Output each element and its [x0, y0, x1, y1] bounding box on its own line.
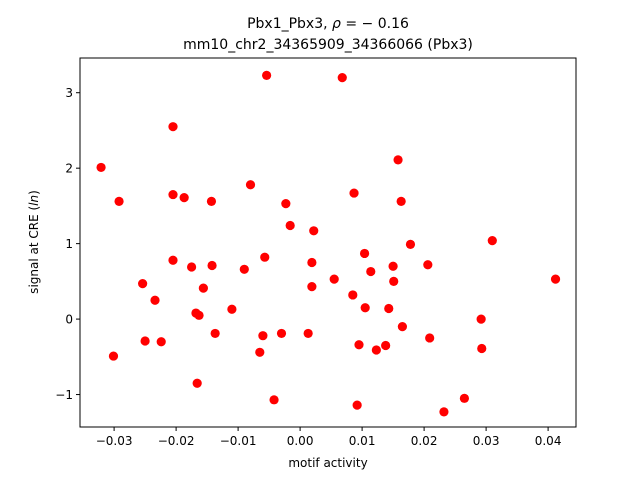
data-point-41 — [360, 303, 370, 313]
data-point-36 — [348, 290, 358, 300]
data-point-44 — [381, 340, 391, 351]
x-tick-label-5: 0.02 — [411, 434, 438, 448]
chart-title-prefix: Pbx1_Pbx3, — [247, 16, 332, 32]
data-point-56 — [476, 314, 486, 324]
axes-frame — [79, 57, 577, 428]
data-point-28 — [281, 199, 291, 209]
data-point-8 — [168, 189, 178, 200]
y-axis: −1 0 1 2 3 — [55, 86, 80, 402]
data-point-32 — [307, 257, 317, 268]
data-point-50 — [397, 322, 407, 332]
x-tick-label-3: 0.00 — [287, 434, 314, 448]
data-point-15 — [198, 283, 208, 293]
data-point-47 — [389, 276, 399, 286]
data-point-55 — [459, 393, 469, 403]
x-tick-label-4: 0.01 — [349, 434, 376, 448]
data-point-37 — [349, 188, 359, 198]
chart-title-rho-value: = − 0.16 — [341, 16, 409, 32]
data-point-29 — [285, 220, 295, 231]
data-point-14 — [194, 310, 204, 320]
data-point-49 — [396, 196, 406, 206]
data-point-42 — [366, 266, 376, 277]
data-point-51 — [405, 239, 416, 249]
data-point-25 — [262, 70, 272, 80]
data-point-30 — [303, 328, 313, 339]
data-point-52 — [423, 260, 433, 270]
data-point-5 — [150, 295, 160, 305]
data-point-23 — [258, 331, 268, 341]
x-tick-label-7: 0.04 — [535, 434, 562, 448]
y-tick-label-0: −1 — [55, 388, 73, 402]
data-points — [96, 70, 561, 417]
data-point-10 — [179, 193, 189, 203]
data-point-7 — [168, 122, 178, 132]
data-point-19 — [227, 304, 237, 314]
data-point-24 — [260, 252, 270, 262]
y-axis-label-suffix: ) — [27, 190, 41, 195]
chart-title-line1: Pbx1_Pbx3, ρ = − 0.16 — [247, 16, 409, 32]
data-point-4 — [140, 336, 150, 346]
data-point-38 — [352, 400, 362, 410]
x-tick-label-6: 0.03 — [473, 434, 500, 448]
chart-title-line2: mm10_chr2_34365909_34366066 (Pbx3) — [183, 37, 473, 53]
plot-area — [79, 57, 577, 428]
data-point-17 — [207, 260, 217, 271]
data-point-53 — [425, 333, 435, 343]
data-point-33 — [309, 226, 319, 236]
data-point-39 — [354, 340, 364, 350]
data-point-31 — [307, 282, 317, 292]
data-point-6 — [156, 337, 166, 347]
data-point-48 — [393, 155, 403, 165]
data-point-18 — [210, 328, 220, 339]
data-point-34 — [329, 274, 339, 284]
y-axis-label-italic: ln — [27, 195, 41, 206]
data-point-46 — [388, 261, 398, 271]
data-point-26 — [269, 395, 279, 405]
data-point-3 — [138, 279, 148, 289]
data-point-13 — [192, 378, 202, 388]
chart-title-rho: ρ — [332, 16, 341, 32]
y-tick-label-3: 2 — [65, 162, 73, 176]
data-point-9 — [168, 255, 178, 265]
data-point-40 — [359, 248, 370, 259]
y-axis-label: signal at CRE (ln) — [27, 190, 41, 294]
x-axis: −0.03 −0.02 −0.01 0.00 0.01 0.02 0.03 0.04 — [96, 427, 562, 448]
data-point-57 — [477, 343, 487, 354]
data-point-22 — [255, 347, 265, 357]
data-point-20 — [239, 264, 249, 274]
data-point-21 — [245, 180, 256, 190]
x-tick-label-2: −0.01 — [220, 434, 257, 448]
data-point-59 — [550, 274, 561, 284]
data-point-58 — [487, 236, 497, 246]
y-axis-label-prefix: signal at CRE ( — [27, 206, 41, 294]
data-point-0 — [96, 162, 106, 173]
data-point-2 — [114, 196, 124, 206]
data-point-16 — [206, 196, 217, 206]
x-tick-label-1: −0.02 — [158, 434, 195, 448]
y-tick-label-4: 3 — [65, 86, 73, 100]
y-tick-label-1: 0 — [65, 313, 73, 327]
data-point-35 — [337, 73, 347, 83]
x-axis-label: motif activity — [288, 456, 367, 470]
data-point-43 — [371, 345, 381, 355]
data-point-1 — [108, 351, 119, 361]
x-tick-label-0: −0.03 — [96, 434, 133, 448]
data-point-27 — [276, 328, 287, 339]
data-point-45 — [384, 303, 394, 314]
data-point-54 — [439, 407, 449, 417]
y-tick-label-2: 1 — [65, 237, 73, 251]
data-point-11 — [187, 262, 197, 272]
